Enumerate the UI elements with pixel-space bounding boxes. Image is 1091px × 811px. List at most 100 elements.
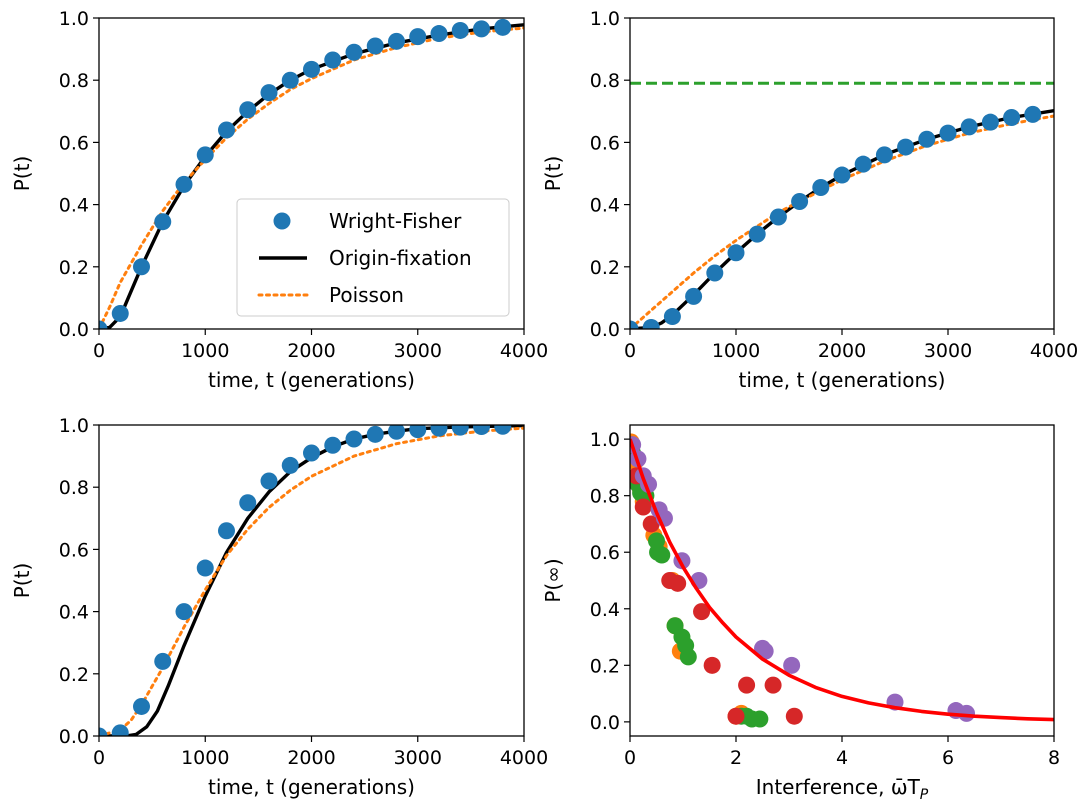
x-tick-label: 4 — [836, 747, 848, 769]
y-tick-label: 1.0 — [590, 8, 620, 30]
wright-fisher-point — [960, 118, 978, 136]
wright-fisher-point — [111, 724, 129, 736]
scatter-point — [785, 707, 803, 725]
wright-fisher-point — [388, 32, 405, 50]
wright-fisher-point — [663, 308, 681, 326]
y-tick-label: 0.2 — [59, 257, 89, 279]
y-tick-label: 0.6 — [590, 542, 620, 564]
axes-frame — [98, 424, 525, 737]
y-axis-label: P(t) — [10, 156, 34, 192]
plot-area — [99, 425, 524, 736]
plot-area — [630, 81, 1054, 329]
x-tick-label: 1000 — [181, 340, 229, 362]
y-axis-label: P(t) — [541, 156, 565, 192]
wright-fisher-point — [281, 71, 299, 89]
x-tick-label: 0 — [93, 747, 105, 769]
scatter-point — [679, 648, 697, 666]
wright-fisher-point — [196, 559, 214, 577]
x-tick-label: 4000 — [500, 340, 548, 362]
wright-fisher-point — [99, 320, 108, 329]
y-tick-label: 0.6 — [590, 132, 620, 154]
x-tick-label: 3000 — [924, 340, 972, 362]
y-tick-label: 0.0 — [59, 319, 89, 341]
y-tick-label: 0.0 — [590, 712, 620, 734]
wright-fisher-point — [388, 425, 405, 440]
wright-fisher-point — [630, 320, 639, 329]
scatter-point — [642, 515, 660, 533]
wright-fisher-point — [430, 25, 448, 43]
wright-fisher-point — [324, 436, 342, 454]
wright-fisher-point — [473, 425, 490, 436]
x-tick-label: 3000 — [394, 747, 442, 769]
x-tick-label: 4000 — [500, 747, 548, 769]
legend-label: Poisson — [329, 283, 404, 307]
wright-fisher-point — [99, 727, 108, 736]
y-tick-label: 1.0 — [59, 415, 89, 437]
legend-marker-wright-fisher — [273, 212, 291, 230]
chart-panel-3: 0 1000 2000 3000 4000 0.0 0.2 0.4 0.6 0.8 1.0 time,… — [10, 415, 548, 799]
y-tick-label: 0.4 — [59, 195, 89, 217]
wright-fisher-point — [918, 130, 936, 148]
x-tick-label: 8 — [1048, 747, 1060, 769]
x-tick-label: 4000 — [1030, 340, 1078, 362]
scatter-point — [653, 546, 671, 564]
plot-area — [99, 18, 524, 329]
wright-fisher-point — [981, 113, 999, 131]
wright-fisher-point — [281, 456, 299, 474]
y-tick-label: 0.8 — [590, 70, 620, 92]
scatter-point — [727, 707, 745, 725]
wright-fisher-point — [154, 213, 172, 231]
wright-fisher-point — [1003, 109, 1021, 127]
y-tick-label: 0.2 — [590, 257, 620, 279]
plot-area — [630, 433, 1054, 728]
y-tick-label: 1.0 — [590, 429, 620, 451]
y-tick-label: 0.6 — [59, 132, 89, 154]
x-tick-label: 2 — [730, 747, 742, 769]
wright-fisher-point — [196, 146, 214, 164]
wright-fisher-point — [154, 652, 172, 670]
wright-fisher-point — [175, 603, 193, 621]
y-tick-label: 0.6 — [59, 539, 89, 561]
x-tick-label: 2000 — [287, 340, 335, 362]
chart-panel-4: 0 2 4 6 8 0.0 0.2 0.4 0.6 0.8 1.0 Interference, ω̄T… — [541, 424, 1060, 803]
x-tick-label: 1000 — [712, 340, 760, 362]
wright-fisher-point — [260, 84, 278, 102]
wright-fisher-point — [642, 318, 660, 329]
wright-fisher-point — [875, 146, 893, 164]
wright-fisher-point — [854, 155, 872, 173]
x-axis-label: time, t (generations) — [208, 775, 415, 799]
axes-frame — [629, 17, 1055, 330]
scatter-point — [783, 656, 801, 674]
wright-fisher-point — [494, 18, 512, 36]
wright-fisher-point — [133, 258, 150, 276]
scatter-point — [669, 574, 687, 592]
wright-fisher-point — [324, 51, 342, 69]
wright-fisher-point — [345, 430, 363, 448]
scatter-point — [738, 676, 756, 694]
chart-panel-1: 0 1000 2000 3000 4000 0.0 0.2 0.4 0.6 0.8 1.0 time,… — [10, 8, 548, 392]
x-tick-label: 6 — [942, 747, 954, 769]
wright-fisher-point — [727, 244, 745, 262]
y-axis-label: P(∞) — [541, 558, 565, 602]
wright-fisher-point — [812, 178, 830, 196]
wright-fisher-point — [451, 425, 469, 436]
x-axis-label: time, t (generations) — [739, 368, 946, 392]
wright-fisher-point — [239, 494, 257, 512]
wright-fisher-point — [494, 425, 512, 435]
axes-frame — [629, 424, 1055, 737]
wright-fisher-point — [409, 425, 427, 439]
wright-fisher-point — [218, 121, 235, 139]
poisson-line — [99, 426, 524, 736]
chart-panel-2: 0 1000 2000 3000 4000 0.0 0.2 0.4 0.6 0.8 1.0 time,… — [541, 8, 1078, 392]
wright-fisher-point — [260, 472, 278, 490]
wright-fisher-point — [1024, 105, 1042, 123]
wright-fisher-point — [133, 697, 150, 715]
y-tick-label: 0.0 — [59, 726, 89, 748]
x-tick-label: 3000 — [394, 340, 442, 362]
y-axis-label: P(t) — [10, 563, 34, 599]
wright-fisher-point — [706, 264, 724, 282]
wright-fisher-point — [175, 175, 193, 193]
wright-fisher-point — [366, 425, 384, 443]
wright-fisher-point — [748, 225, 766, 243]
x-axis-label-subscript: P — [920, 787, 929, 803]
